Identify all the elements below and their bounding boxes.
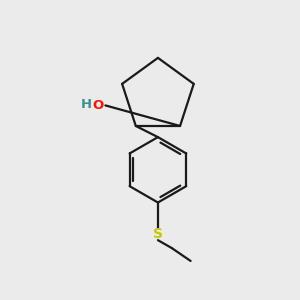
Text: H: H [80,98,92,111]
Text: S: S [153,227,163,241]
Text: O: O [92,99,103,112]
